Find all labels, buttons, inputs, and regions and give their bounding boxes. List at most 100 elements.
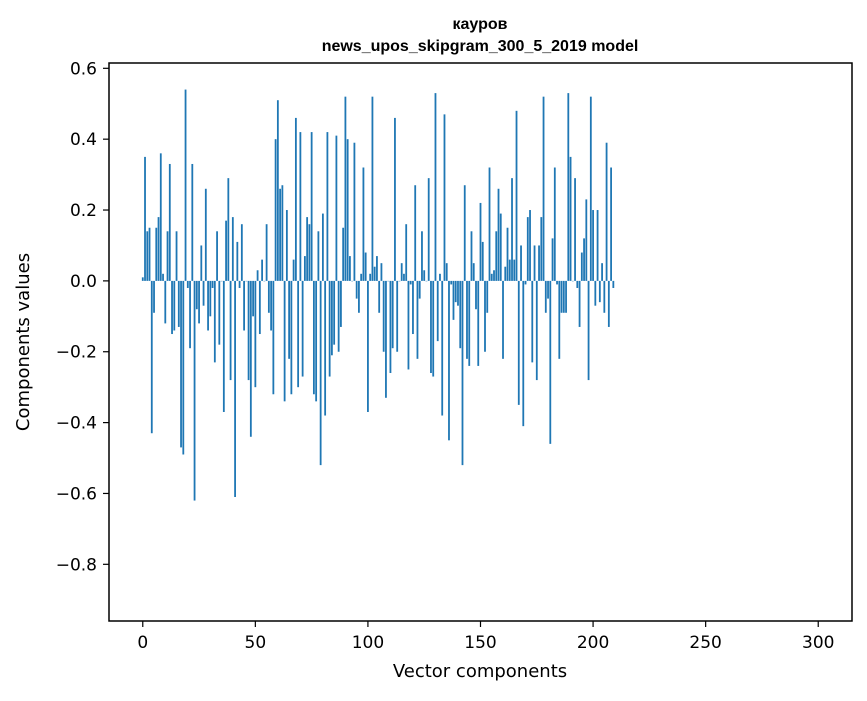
bar [574,178,576,281]
bar [455,281,457,302]
bar [390,281,392,373]
bar [435,93,437,281]
bar [205,189,207,281]
y-tick-label: −0.2 [56,343,97,363]
bar [250,281,252,437]
y-tick-label: 0.4 [70,130,97,150]
bar [275,139,277,281]
bar [381,263,383,281]
bar [590,97,592,281]
bar [565,281,567,313]
bar [513,260,515,281]
bar [189,281,191,348]
bar [414,185,416,281]
bar [383,281,385,352]
bar [439,274,441,281]
bar [176,231,178,281]
bar [502,281,504,359]
bar [610,168,612,281]
bar [430,281,432,373]
bar [322,214,324,281]
bar [531,281,533,362]
bar [241,224,243,281]
bar [306,217,308,281]
bar [385,281,387,398]
bar [225,221,227,281]
bar [612,281,614,288]
bar [153,281,155,313]
bar [234,281,236,497]
bar [529,210,531,281]
bar [257,270,259,281]
bar [216,231,218,281]
bar [363,168,365,281]
bar [185,90,187,281]
bar [146,231,148,281]
bar [230,281,232,380]
x-axis-label: Vector components [393,661,567,682]
bar [149,228,151,281]
bar [290,281,292,394]
bar [511,178,513,281]
bar [603,281,605,313]
bar [232,217,234,281]
bar [354,143,356,281]
bar [538,245,540,280]
bar [302,281,304,377]
bar [437,281,439,341]
bar [308,224,310,281]
x-tick-label: 250 [689,633,721,653]
bar [421,231,423,281]
bar [552,238,554,281]
bar [279,189,281,281]
bar [567,93,569,281]
bar [583,238,585,281]
bar [182,281,184,455]
bar [304,256,306,281]
bar [489,168,491,281]
bar [484,281,486,352]
bar [252,281,254,316]
bar [340,281,342,327]
bar [286,210,288,281]
bar [525,281,527,285]
bar [297,281,299,387]
bar [556,281,558,285]
bar [198,281,200,324]
bar [518,281,520,405]
bar [187,281,189,288]
bar [473,263,475,281]
bar [608,281,610,327]
bar [360,274,362,281]
bar [171,281,173,334]
bar [374,267,376,281]
bar [448,281,450,440]
bar [254,281,256,387]
bar [338,281,340,352]
bar [358,281,360,313]
bar [543,97,545,281]
bar [450,281,452,285]
bar [599,281,601,302]
bar [457,281,459,306]
bar [277,100,279,281]
y-axis-label: Components values [13,253,34,431]
bar [482,242,484,281]
bar [259,281,261,334]
bar [196,281,198,309]
bar [540,217,542,281]
bar [281,185,283,281]
bar [423,270,425,281]
bar [495,231,497,281]
bar [408,281,410,370]
bar [527,217,529,281]
bar [327,132,329,281]
bar [151,281,153,433]
bar [236,242,238,281]
bar [412,281,414,334]
bar [173,281,175,331]
bar [592,210,594,281]
bar [480,203,482,281]
bar [597,210,599,281]
chart-subtitle: news_upos_skipgram_300_5_2019 model [322,38,639,55]
